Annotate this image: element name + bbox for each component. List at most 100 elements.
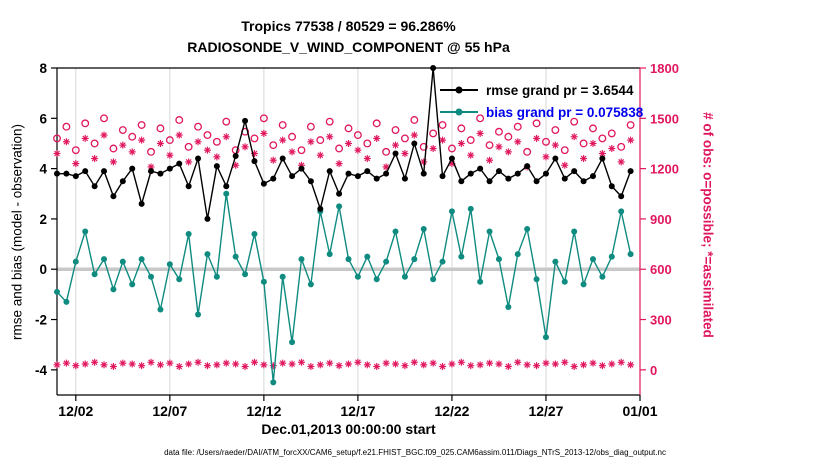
counts-near-zero-marker <box>72 362 79 369</box>
assimilated-marker <box>63 138 70 145</box>
rmse-marker <box>195 155 202 162</box>
assimilated-marker <box>355 147 361 154</box>
counts-near-zero-marker <box>279 360 286 367</box>
assimilated-marker <box>166 152 173 159</box>
rmse-marker <box>486 178 493 185</box>
rmse-marker <box>354 173 361 180</box>
counts-near-zero-marker <box>543 360 549 367</box>
rmse-marker-sample <box>455 86 463 94</box>
counts-near-zero-marker <box>101 361 107 368</box>
possible-marker <box>523 147 532 156</box>
bias-marker <box>232 253 239 260</box>
bias-marker <box>524 225 531 232</box>
bias-marker <box>289 339 296 346</box>
possible-marker <box>513 122 522 131</box>
bias-marker <box>373 276 380 283</box>
possible-marker <box>476 114 485 123</box>
x-tick-label: 12/07 <box>152 403 187 419</box>
bias-marker <box>401 273 408 280</box>
rmse-marker <box>505 175 512 182</box>
assimilated-marker <box>561 162 568 169</box>
rmse-marker <box>72 173 79 180</box>
bias-marker <box>242 271 249 278</box>
possible-marker <box>391 126 400 134</box>
bias-marker <box>458 253 465 260</box>
bias-marker <box>91 271 98 278</box>
rmse-marker <box>514 170 521 177</box>
assimilated-marker <box>402 150 408 157</box>
possible-marker <box>570 117 579 126</box>
possible-marker <box>222 117 231 126</box>
rmse-legend-label: rmse grand pr = 3.6544 <box>486 82 634 98</box>
counts-near-zero-marker <box>467 362 474 369</box>
bias-marker <box>195 311 202 318</box>
title-line-2: RADIOSONDE_V_WIND_COMPONENT @ 55 hPa <box>187 39 510 55</box>
left-axis-label: rmse and bias (model - observation) <box>9 123 25 341</box>
counts-near-zero-marker <box>289 361 295 367</box>
data-file-caption: data file: /Users/raeder/DAI/ATM_forcXX/… <box>164 448 666 457</box>
counts-near-zero-marker <box>298 359 305 366</box>
assimilated-marker <box>439 137 446 143</box>
rmse-marker <box>364 168 371 175</box>
y-right-tick-label: 1800 <box>650 61 679 76</box>
possible-marker <box>532 119 541 128</box>
assimilated-marker <box>618 159 625 165</box>
counts-near-zero-marker <box>477 361 484 368</box>
counts-near-zero-marker <box>514 359 521 366</box>
rmse-marker <box>279 155 286 162</box>
bias-marker <box>270 379 277 386</box>
counts-near-zero-marker <box>449 361 455 367</box>
rmse-marker <box>561 175 568 182</box>
rmse-marker <box>392 150 399 157</box>
assimilated-marker <box>279 137 286 143</box>
assimilated-marker <box>129 148 136 155</box>
assimilated-marker <box>289 148 295 155</box>
possible-marker <box>400 134 409 143</box>
counts-near-zero-marker <box>213 361 220 368</box>
possible-marker <box>194 122 202 131</box>
bias-marker <box>110 286 117 293</box>
bias-marker <box>505 303 512 310</box>
possible-marker <box>156 124 165 133</box>
x-tick-label: 12/27 <box>528 403 563 419</box>
bias-marker <box>54 288 60 295</box>
possible-marker <box>382 147 391 156</box>
bias-marker <box>213 273 220 280</box>
rmse-marker <box>298 165 305 172</box>
counts-near-zero-marker <box>392 361 399 367</box>
x-tick-label: 12/17 <box>340 403 375 419</box>
rmse-marker <box>176 160 183 167</box>
rmse-marker <box>157 170 164 177</box>
counts-near-zero-marker <box>91 359 98 366</box>
assimilated-marker <box>458 140 465 147</box>
counts-near-zero-marker <box>326 360 333 367</box>
possible-marker <box>203 131 212 140</box>
title-line-1: Tropics 77538 / 80529 = 96.286% <box>241 18 456 34</box>
possible-marker <box>335 144 344 153</box>
counts-near-zero-marker <box>533 362 540 369</box>
possible-marker <box>128 132 137 141</box>
rmse-marker <box>91 183 98 190</box>
rmse-marker <box>477 165 484 172</box>
possible-marker <box>109 144 118 153</box>
counts-near-zero-marker <box>364 361 371 368</box>
rmse-marker <box>495 168 502 175</box>
assimilated-marker <box>270 157 277 164</box>
bias-marker <box>383 258 390 265</box>
assimilated-marker <box>204 147 211 154</box>
rmse-marker <box>345 170 352 177</box>
counts-near-zero-marker <box>430 360 437 367</box>
bias-marker <box>364 253 371 260</box>
assimilated-marker <box>392 142 399 149</box>
rmse-marker <box>213 163 220 170</box>
assimilated-marker <box>326 133 333 140</box>
y-left-tick-label: 2 <box>39 212 47 227</box>
bias-marker <box>439 258 446 265</box>
possible-marker <box>147 147 155 156</box>
assimilated-marker <box>54 150 60 157</box>
possible-marker <box>598 134 607 143</box>
rmse-marker <box>608 183 615 190</box>
counts-near-zero-marker <box>411 359 418 366</box>
possible-marker <box>495 127 503 136</box>
bias-marker <box>589 256 596 263</box>
